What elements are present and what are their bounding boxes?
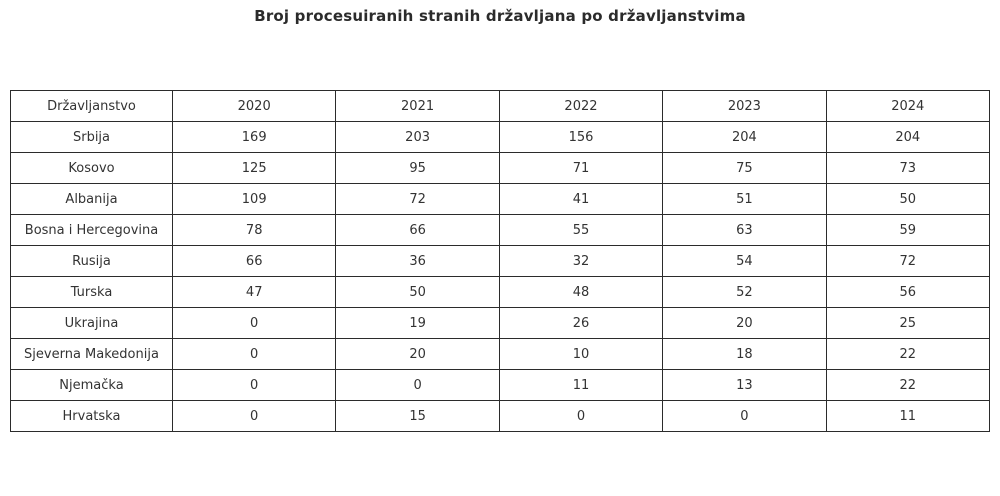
- table-cell: 204: [825, 121, 991, 153]
- column-header-year: 2023: [662, 90, 827, 122]
- table-row: Turska 47 50 48 52 56: [10, 276, 991, 308]
- row-label: Sjeverna Makedonija: [10, 338, 173, 370]
- table-cell: 63: [662, 214, 827, 246]
- table-row: Bosna i Hercegovina 78 66 55 63 59: [10, 214, 991, 246]
- table-cell: 0: [498, 400, 664, 432]
- row-label: Turska: [10, 276, 173, 308]
- table-cell: 0: [171, 400, 337, 432]
- table-cell: 25: [825, 307, 991, 339]
- table-cell: 54: [662, 245, 827, 277]
- table-cell: 22: [825, 338, 991, 370]
- column-header-year: 2022: [498, 90, 664, 122]
- data-table: Državljanstvo 2020 2021 2022 2023 2024 Srbija…: [10, 90, 991, 432]
- table-cell: 109: [171, 183, 337, 215]
- table-cell: 36: [335, 245, 500, 277]
- table-cell: 13: [662, 369, 827, 401]
- table-cell: 50: [825, 183, 991, 215]
- table-cell: 18: [662, 338, 827, 370]
- table-cell: 50: [335, 276, 500, 308]
- row-label: Njemačka: [10, 369, 173, 401]
- table-cell: 22: [825, 369, 991, 401]
- table-cell: 47: [171, 276, 337, 308]
- table-cell: 20: [335, 338, 500, 370]
- table-cell: 11: [498, 369, 664, 401]
- column-header-year: 2021: [335, 90, 500, 122]
- row-label: Srbija: [10, 121, 173, 153]
- table-cell: 95: [335, 152, 500, 184]
- table-cell: 0: [662, 400, 827, 432]
- table-cell: 55: [498, 214, 664, 246]
- column-header-label: Državljanstvo: [10, 90, 173, 122]
- table-row: Sjeverna Makedonija 0 20 10 18 22: [10, 338, 991, 370]
- table-cell: 52: [662, 276, 827, 308]
- table-cell: 66: [171, 245, 337, 277]
- table-row: Hrvatska 0 15 0 0 11: [10, 400, 991, 432]
- table-cell: 66: [335, 214, 500, 246]
- table-header: Državljanstvo 2020 2021 2022 2023 2024: [10, 90, 991, 122]
- table-cell: 11: [825, 400, 991, 432]
- table-cell: 59: [825, 214, 991, 246]
- table-row: Njemačka 0 0 11 13 22: [10, 369, 991, 401]
- table-cell: 71: [498, 152, 664, 184]
- table-cell: 0: [335, 369, 500, 401]
- table-row: Albanija 109 72 41 51 50: [10, 183, 991, 215]
- table-cell: 0: [171, 307, 337, 339]
- table-cell: 203: [335, 121, 500, 153]
- table-header-row: Državljanstvo 2020 2021 2022 2023 2024: [10, 90, 991, 122]
- table-row: Rusija 66 36 32 54 72: [10, 245, 991, 277]
- table-row: Srbija 169 203 156 204 204: [10, 121, 991, 153]
- table-cell: 19: [335, 307, 500, 339]
- table-cell: 72: [825, 245, 991, 277]
- table-cell: 51: [662, 183, 827, 215]
- table-cell: 15: [335, 400, 500, 432]
- table-cell: 26: [498, 307, 664, 339]
- page-title: Broj procesuiranih stranih državljana po…: [254, 7, 746, 25]
- table-cell: 72: [335, 183, 500, 215]
- table-row: Kosovo 125 95 71 75 73: [10, 152, 991, 184]
- table-cell: 41: [498, 183, 664, 215]
- table-cell: 125: [171, 152, 337, 184]
- table-cell: 75: [662, 152, 827, 184]
- row-label: Rusija: [10, 245, 173, 277]
- row-label: Albanija: [10, 183, 173, 215]
- row-label: Ukrajina: [10, 307, 173, 339]
- table-body: Srbija 169 203 156 204 204 Kosovo 125 95 71 75 73 Al…: [10, 121, 991, 432]
- row-label: Hrvatska: [10, 400, 173, 432]
- table-cell: 32: [498, 245, 664, 277]
- table-cell: 20: [662, 307, 827, 339]
- table-cell: 10: [498, 338, 664, 370]
- table-cell: 0: [171, 338, 337, 370]
- table-cell: 56: [825, 276, 991, 308]
- table-cell: 204: [662, 121, 827, 153]
- table-cell: 169: [171, 121, 337, 153]
- table-cell: 156: [498, 121, 664, 153]
- table-cell: 48: [498, 276, 664, 308]
- row-label: Kosovo: [10, 152, 173, 184]
- column-header-year: 2024: [825, 90, 991, 122]
- table-cell: 78: [171, 214, 337, 246]
- column-header-year: 2020: [171, 90, 337, 122]
- table-cell: 0: [171, 369, 337, 401]
- row-label: Bosna i Hercegovina: [10, 214, 173, 246]
- table-row: Ukrajina 0 19 26 20 25: [10, 307, 991, 339]
- table-cell: 73: [825, 152, 991, 184]
